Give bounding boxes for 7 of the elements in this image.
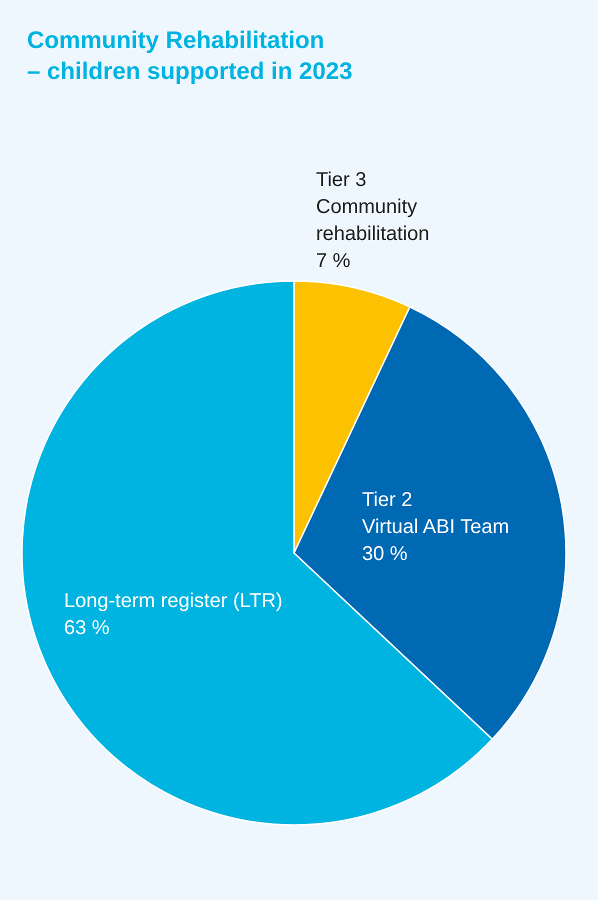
data-label: 30 % xyxy=(362,542,408,565)
slice-label: Tier 3 Community rehabilitation xyxy=(316,169,430,245)
slice-label: Long-term register (LTR) xyxy=(64,590,283,612)
data-label: 7 % xyxy=(316,250,351,272)
slice-label: Tier 2 Virtual ABI Team xyxy=(362,488,510,538)
data-label: 63 % xyxy=(64,616,110,639)
chart-title: Community Rehabilitation – children supported in 2023 xyxy=(27,27,352,85)
